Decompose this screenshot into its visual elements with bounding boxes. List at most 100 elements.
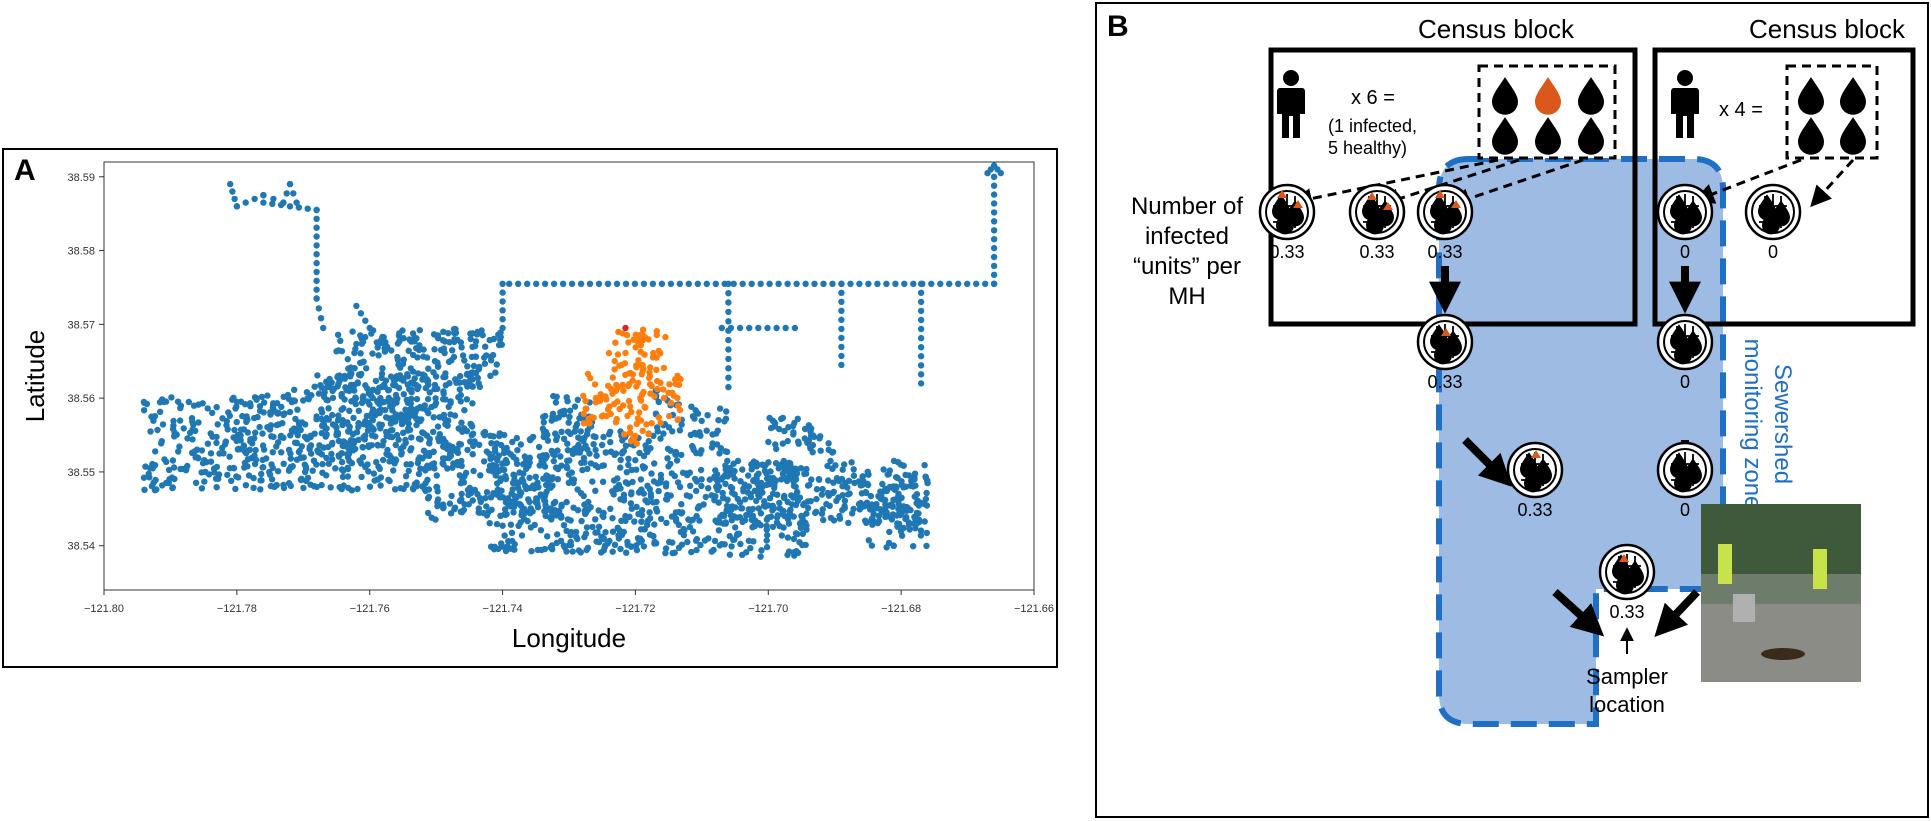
data-point <box>727 512 735 519</box>
data-point <box>774 491 781 498</box>
data-point <box>778 532 785 539</box>
data-point <box>577 435 584 442</box>
data-point <box>335 380 342 387</box>
data-point <box>900 524 907 532</box>
data-point <box>347 437 355 444</box>
data-point <box>526 508 533 516</box>
data-point <box>650 349 657 357</box>
data-point <box>469 369 476 376</box>
data-point <box>825 440 832 447</box>
data-point <box>636 409 643 416</box>
data-point <box>377 406 385 413</box>
data-point <box>445 358 453 365</box>
data-point <box>549 450 557 458</box>
data-point <box>191 448 198 455</box>
data-point <box>464 370 471 377</box>
data-point <box>597 391 604 398</box>
data-point <box>785 548 793 555</box>
data-point <box>352 345 359 353</box>
data-point <box>755 324 762 332</box>
data-point <box>428 403 435 411</box>
data-point <box>917 280 925 287</box>
data-point <box>820 516 827 524</box>
data-point <box>587 460 595 467</box>
data-point <box>461 473 468 480</box>
data-point <box>617 456 624 464</box>
data-point <box>386 415 393 422</box>
data-point <box>675 521 682 528</box>
data-point <box>725 299 732 306</box>
data-point <box>490 433 497 440</box>
data-point <box>468 432 475 439</box>
data-point <box>791 324 799 332</box>
data-point <box>259 430 266 437</box>
data-point <box>247 438 254 445</box>
data-point <box>301 468 309 476</box>
data-point <box>864 481 872 489</box>
data-point <box>452 329 460 337</box>
data-point <box>580 420 588 427</box>
data-point <box>491 543 498 550</box>
data-point <box>430 460 438 467</box>
data-point <box>982 280 989 287</box>
data-point <box>800 501 807 509</box>
data-point <box>758 547 765 554</box>
data-point <box>502 472 509 480</box>
data-point <box>313 251 320 258</box>
data-point <box>351 381 358 389</box>
svg-text:Sewershed: Sewershed <box>1769 364 1796 484</box>
manhole-icon <box>1350 185 1404 239</box>
data-point <box>230 394 237 401</box>
data-point <box>724 505 731 513</box>
data-point <box>355 407 362 414</box>
data-point <box>736 514 744 521</box>
data-point <box>990 218 998 225</box>
census-block-right <box>1652 47 1916 327</box>
data-point <box>633 503 640 511</box>
data-point <box>689 528 697 535</box>
data-point <box>389 401 397 409</box>
data-point <box>698 417 705 425</box>
data-point <box>493 361 500 368</box>
data-point <box>606 403 613 410</box>
data-point <box>277 432 285 440</box>
data-point <box>767 468 774 475</box>
data-point <box>698 482 705 490</box>
data-point <box>704 412 711 419</box>
data-point <box>662 333 669 341</box>
data-point <box>557 514 565 521</box>
data-point <box>910 483 917 490</box>
data-point <box>289 463 296 470</box>
data-point <box>772 441 779 448</box>
data-point <box>402 406 409 413</box>
data-point <box>386 458 393 465</box>
data-point <box>655 398 662 406</box>
data-point <box>287 482 294 490</box>
data-point <box>344 451 351 458</box>
data-point <box>712 280 719 287</box>
data-point <box>404 381 411 388</box>
data-point <box>764 531 771 539</box>
mh-value: 0 <box>1768 242 1778 262</box>
data-point <box>812 509 819 517</box>
data-point <box>646 374 653 382</box>
data-point <box>251 414 258 422</box>
data-point <box>725 466 732 474</box>
data-point <box>434 332 442 339</box>
data-point <box>753 463 760 470</box>
data-point <box>498 341 505 348</box>
data-point <box>141 486 148 493</box>
data-point <box>447 452 455 460</box>
data-point <box>899 505 906 512</box>
data-point <box>598 441 606 449</box>
data-point <box>830 517 838 524</box>
data-point <box>841 503 848 510</box>
data-point <box>332 465 339 472</box>
data-point <box>865 280 872 287</box>
data-point <box>420 346 427 353</box>
data-point <box>273 421 280 429</box>
data-point <box>280 481 287 489</box>
data-point <box>294 406 301 413</box>
data-point <box>696 429 703 436</box>
data-point <box>465 491 472 499</box>
